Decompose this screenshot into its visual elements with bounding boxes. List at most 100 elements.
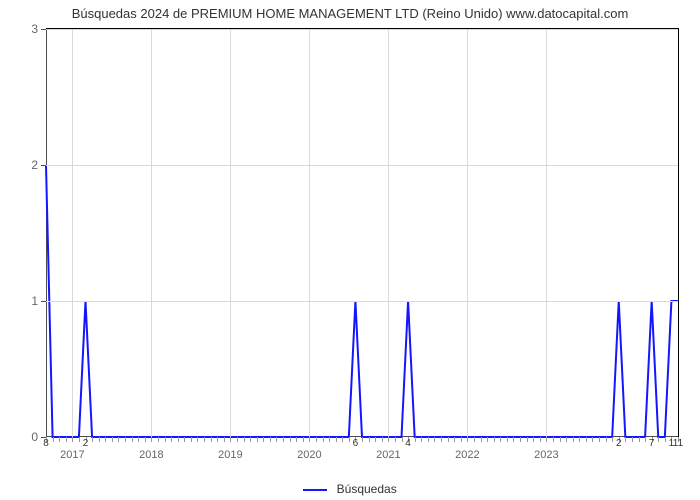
x-minor-tick bbox=[59, 437, 60, 442]
x-minor-tick bbox=[99, 437, 100, 442]
x-minor-tick bbox=[309, 437, 310, 442]
x-minor-tick bbox=[72, 437, 73, 442]
x-minor-tick bbox=[461, 437, 462, 442]
x-minor-tick bbox=[402, 437, 403, 442]
x-minor-tick bbox=[665, 437, 666, 442]
x-minor-tick bbox=[560, 437, 561, 442]
x-minor-tick bbox=[467, 437, 468, 442]
x-minor-tick bbox=[303, 437, 304, 442]
x-minor-tick bbox=[244, 437, 245, 442]
x-minor-tick bbox=[316, 437, 317, 442]
x-minor-tick bbox=[165, 437, 166, 442]
x-minor-tick bbox=[250, 437, 251, 442]
legend-label: Búsquedas bbox=[337, 482, 397, 496]
x-minor-tick bbox=[428, 437, 429, 442]
x-minor-tick bbox=[191, 437, 192, 442]
x-minor-tick bbox=[592, 437, 593, 442]
x-minor-tick bbox=[138, 437, 139, 442]
x-minor-tick bbox=[527, 437, 528, 442]
gridline-v bbox=[546, 29, 547, 437]
x-minor-tick bbox=[369, 437, 370, 442]
y-tick-label: 2 bbox=[31, 158, 46, 172]
x-minor-tick bbox=[645, 437, 646, 442]
x-minor-tick bbox=[132, 437, 133, 442]
x-minor-tick bbox=[263, 437, 264, 442]
x-minor-tick bbox=[118, 437, 119, 442]
x-minor-tick bbox=[599, 437, 600, 442]
x-minor-tick bbox=[474, 437, 475, 442]
x-minor-tick bbox=[257, 437, 258, 442]
point-value-label: 2 bbox=[83, 437, 89, 449]
chart-container: Búsquedas 2024 de PREMIUM HOME MANAGEMEN… bbox=[0, 0, 700, 500]
x-minor-tick bbox=[125, 437, 126, 442]
x-minor-tick bbox=[388, 437, 389, 442]
gridline-v bbox=[72, 29, 73, 437]
x-minor-tick bbox=[158, 437, 159, 442]
x-minor-tick bbox=[513, 437, 514, 442]
point-value-label: 2 bbox=[616, 437, 622, 449]
x-minor-tick bbox=[658, 437, 659, 442]
x-minor-tick bbox=[197, 437, 198, 442]
x-minor-tick bbox=[230, 437, 231, 442]
point-value-label: 6 bbox=[353, 437, 359, 449]
x-minor-tick bbox=[296, 437, 297, 442]
x-minor-tick bbox=[276, 437, 277, 442]
x-minor-tick bbox=[481, 437, 482, 442]
x-minor-tick bbox=[632, 437, 633, 442]
x-minor-tick bbox=[454, 437, 455, 442]
x-minor-tick bbox=[395, 437, 396, 442]
x-minor-tick bbox=[586, 437, 587, 442]
x-minor-tick bbox=[145, 437, 146, 442]
x-minor-tick bbox=[184, 437, 185, 442]
x-minor-tick bbox=[421, 437, 422, 442]
x-minor-tick bbox=[217, 437, 218, 442]
x-minor-tick bbox=[270, 437, 271, 442]
gridline-v bbox=[467, 29, 468, 437]
x-minor-tick bbox=[507, 437, 508, 442]
gridline-h bbox=[46, 165, 678, 166]
x-minor-tick bbox=[171, 437, 172, 442]
x-minor-tick bbox=[211, 437, 212, 442]
x-minor-tick bbox=[639, 437, 640, 442]
point-value-label: 8 bbox=[43, 437, 49, 449]
point-value-label: 11 bbox=[673, 437, 683, 449]
x-minor-tick bbox=[151, 437, 152, 442]
point-value-label: 7 bbox=[649, 437, 655, 449]
x-minor-tick bbox=[283, 437, 284, 442]
x-minor-tick bbox=[415, 437, 416, 442]
y-tick-label: 1 bbox=[31, 294, 46, 308]
x-minor-tick bbox=[434, 437, 435, 442]
gridline-h bbox=[46, 29, 678, 30]
x-minor-tick bbox=[362, 437, 363, 442]
x-minor-tick bbox=[349, 437, 350, 442]
x-minor-tick bbox=[606, 437, 607, 442]
x-minor-tick bbox=[500, 437, 501, 442]
x-minor-tick bbox=[178, 437, 179, 442]
y-tick-label: 3 bbox=[31, 22, 46, 36]
gridline-v bbox=[230, 29, 231, 437]
x-minor-tick bbox=[342, 437, 343, 442]
x-minor-tick bbox=[112, 437, 113, 442]
x-minor-tick bbox=[533, 437, 534, 442]
x-minor-tick bbox=[66, 437, 67, 442]
x-minor-tick bbox=[92, 437, 93, 442]
x-minor-tick bbox=[520, 437, 521, 442]
x-minor-tick bbox=[579, 437, 580, 442]
x-minor-tick bbox=[323, 437, 324, 442]
plot-area: 0123201720182019202020212022202382642711… bbox=[46, 28, 679, 437]
x-minor-tick bbox=[540, 437, 541, 442]
series-line bbox=[46, 29, 678, 437]
legend-swatch bbox=[303, 489, 327, 491]
chart-title: Búsquedas 2024 de PREMIUM HOME MANAGEMEN… bbox=[0, 6, 700, 21]
x-minor-tick bbox=[237, 437, 238, 442]
x-minor-tick bbox=[224, 437, 225, 442]
x-minor-tick bbox=[612, 437, 613, 442]
x-minor-tick bbox=[375, 437, 376, 442]
gridline-v bbox=[309, 29, 310, 437]
x-minor-tick bbox=[546, 437, 547, 442]
gridline-v bbox=[388, 29, 389, 437]
x-minor-tick bbox=[290, 437, 291, 442]
point-value-label: 4 bbox=[405, 437, 411, 449]
x-minor-tick bbox=[204, 437, 205, 442]
x-minor-tick bbox=[441, 437, 442, 442]
